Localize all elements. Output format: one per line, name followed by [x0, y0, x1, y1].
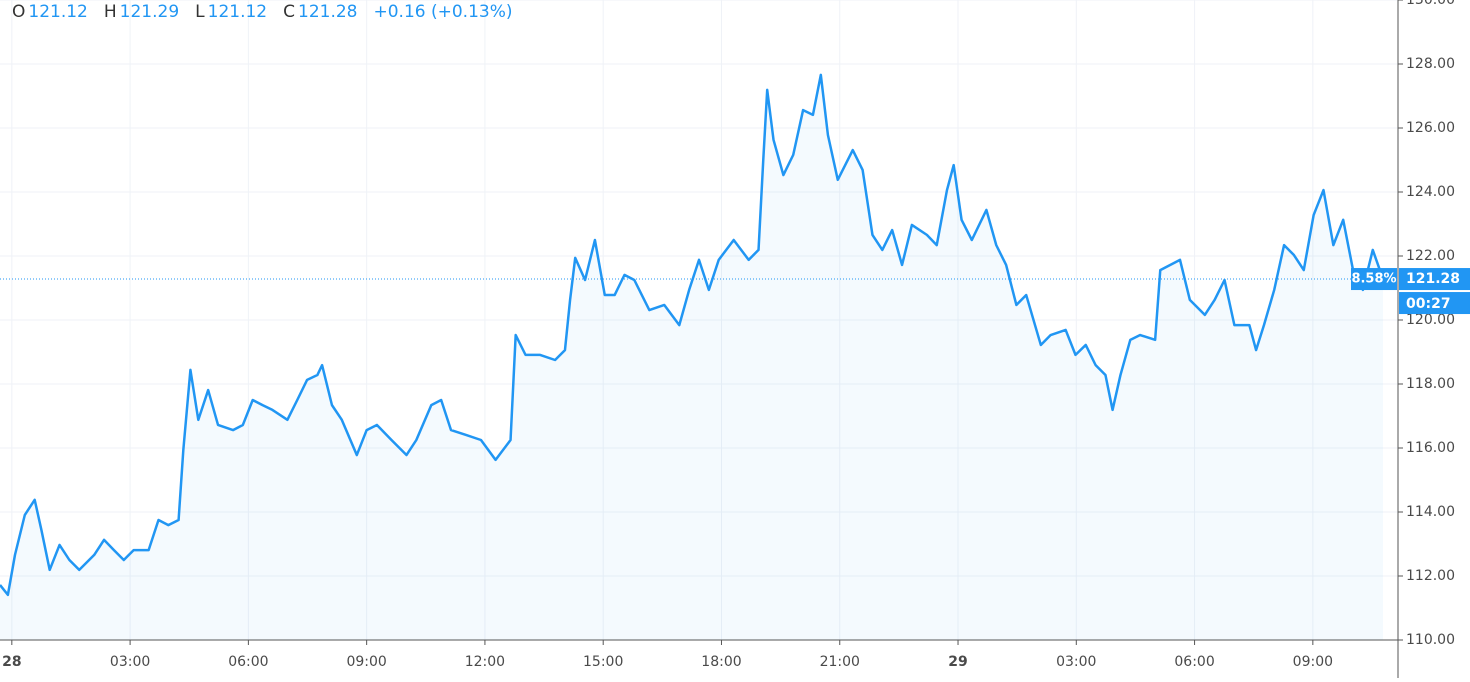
ohlc-value: 121.12 [28, 2, 87, 22]
ohlc-key: C [283, 2, 295, 22]
y-tick-label: 114.00 [1406, 504, 1455, 520]
y-tick-label: 122.00 [1406, 248, 1455, 264]
y-tick-label: 112.00 [1406, 568, 1455, 584]
x-tick-label: 06:00 [228, 654, 268, 670]
price-line [0, 73, 1385, 597]
x-tick-label: 18:00 [701, 654, 741, 670]
ohlc-value: 121.12 [208, 2, 267, 22]
y-tick-label: 130.00 [1406, 0, 1455, 8]
y-tick-label: 124.00 [1406, 184, 1455, 200]
change-label: 8.58% [1351, 272, 1396, 287]
y-tick-label: 116.00 [1406, 440, 1455, 456]
area-fill [0, 74, 1384, 640]
x-tick-label: 28 [2, 654, 21, 670]
y-tick-label: 118.00 [1406, 376, 1455, 392]
change-box [1351, 268, 1397, 291]
ohlc-key: O [12, 2, 25, 22]
ohlc-key: H [104, 2, 117, 22]
countdown-label: 00:27 [1406, 296, 1451, 312]
x-tick-label: 15:00 [583, 654, 623, 670]
y-tick-label: 126.00 [1406, 120, 1455, 136]
ohlc-value: 121.29 [120, 2, 179, 22]
countdown-box [1399, 292, 1470, 315]
ohlc-value: 121.28 [298, 2, 357, 22]
y-tick-label: 128.00 [1406, 56, 1455, 72]
y-tick-label: 120.00 [1406, 312, 1455, 328]
y-tick-label: 110.00 [1406, 632, 1455, 648]
x-tick-label: 06:00 [1174, 654, 1214, 670]
x-tick-label: 21:00 [820, 654, 860, 670]
ohlc-key: L [195, 2, 205, 22]
plot [0, 73, 1398, 640]
last-price-label: 121.28 [1406, 271, 1460, 287]
x-tick-label: 29 [948, 654, 967, 670]
x-tick-label: 03:00 [110, 654, 150, 670]
x-tick-label: 09:00 [346, 654, 386, 670]
x-tick-label: 03:00 [1056, 654, 1096, 670]
last-price-box [1399, 268, 1470, 291]
x-tick-label: 09:00 [1293, 654, 1333, 670]
grid [0, 0, 1398, 641]
change-text: +0.16 (+0.13%) [373, 2, 512, 22]
x-tick-label: 12:00 [465, 654, 505, 670]
ohlc-header: O 121.12 H 121.29 L 121.12 C 121.28 +0.16 (+0.13… [12, 2, 513, 22]
